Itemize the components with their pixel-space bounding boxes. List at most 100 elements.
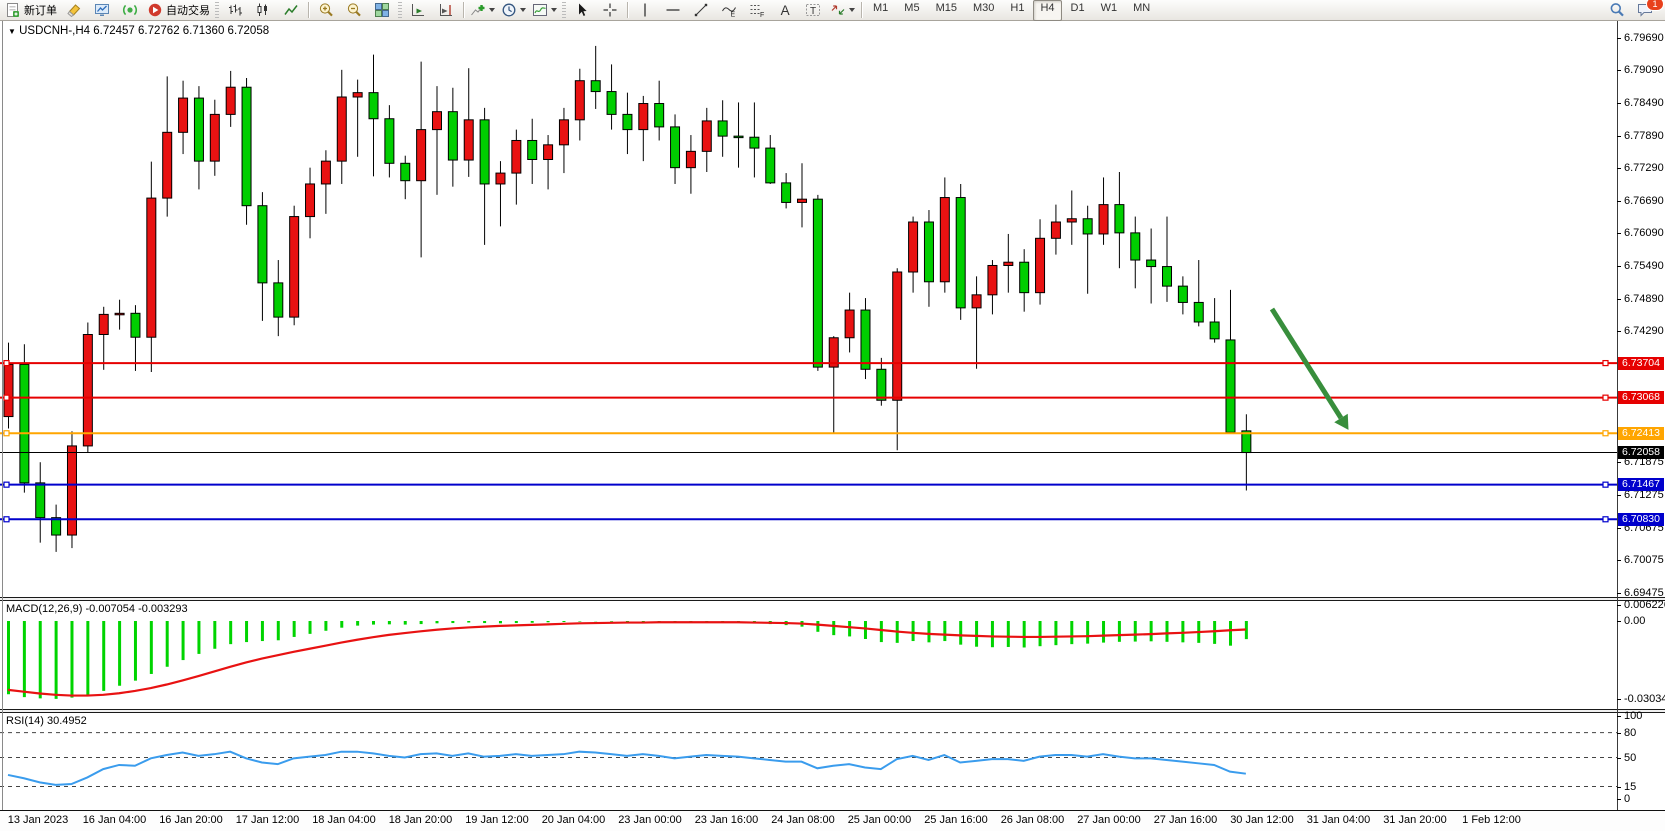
zoom-in-button[interactable]	[312, 0, 340, 21]
line-handle[interactable]	[3, 359, 10, 367]
price-axis-tick	[1617, 266, 1621, 268]
line-chart-mode-button[interactable]	[277, 0, 305, 21]
text-tool-button[interactable]: A	[771, 0, 799, 21]
toolbar-grip[interactable]	[215, 2, 219, 18]
line-handle[interactable]	[1602, 359, 1609, 367]
macd-axis-label: -0.030347	[1624, 693, 1665, 706]
auto-trading-button[interactable]: 自动交易	[144, 0, 213, 21]
candle-body	[225, 86, 236, 115]
tile-windows-button[interactable]	[368, 0, 396, 21]
price-axis-tick	[1617, 168, 1621, 170]
timeframe-button-m5[interactable]: M5	[904, 1, 920, 14]
chevron-down-icon[interactable]	[520, 8, 526, 12]
candle-body	[495, 172, 506, 185]
candle-body	[511, 139, 522, 174]
line-handle[interactable]	[3, 516, 10, 523]
candle-body	[1193, 301, 1204, 323]
timeframe-button-m30[interactable]: M30	[972, 1, 995, 14]
indicators-button[interactable]	[467, 0, 498, 21]
time-axis-label: 31 Jan 20:00	[1383, 814, 1447, 826]
candle-body	[241, 86, 252, 207]
rsi-axis-tick	[1617, 799, 1621, 800]
candle-body	[82, 334, 93, 447]
svg-text:A: A	[781, 3, 790, 18]
price-axis-tick	[1617, 37, 1621, 39]
candle-body	[1162, 266, 1173, 287]
line-handle[interactable]	[1602, 394, 1609, 401]
candle-body	[685, 150, 696, 169]
pane-splitter-macd[interactable]	[0, 597, 1665, 601]
notifications-button[interactable]: 1	[1631, 0, 1664, 21]
auto-scroll-button[interactable]	[404, 0, 432, 21]
timeframe-button-h1[interactable]: H1	[1010, 1, 1025, 14]
fibonacci-tool-button[interactable]: F	[743, 0, 771, 21]
toolbar-grip[interactable]	[562, 2, 566, 18]
macd-pane[interactable]	[0, 601, 1617, 709]
bar-chart-mode-button[interactable]	[221, 0, 249, 21]
toolbar-grip[interactable]	[398, 2, 402, 18]
candle-body	[1003, 261, 1014, 266]
candle-body	[670, 126, 681, 169]
timeframe-button-m15[interactable]: M15	[935, 1, 957, 14]
trend-arrow-annotation[interactable]	[1269, 307, 1344, 420]
trend-arrow-head-icon[interactable]	[1334, 413, 1349, 430]
candle-body	[1225, 339, 1236, 433]
expert-terminal-button[interactable]	[88, 0, 116, 21]
line-handle[interactable]	[1602, 430, 1609, 437]
timeframe-button-h4[interactable]: H4	[1033, 0, 1062, 21]
line-handle[interactable]	[3, 430, 10, 437]
main-price-pane[interactable]	[0, 22, 1617, 597]
timeframe-button-d1[interactable]: D1	[1070, 1, 1085, 14]
time-axis-label: 27 Jan 00:00	[1077, 814, 1141, 826]
arrows-icon	[831, 5, 845, 15]
time-axis[interactable]: 13 Jan 2023 16 Jan 04:00 16 Jan 20:00 17 Ja…	[0, 810, 1665, 831]
label-tool-button[interactable]: T	[799, 0, 827, 21]
rsi-pane[interactable]	[0, 713, 1617, 809]
zoom-out-button[interactable]	[340, 0, 368, 21]
chart-window[interactable]: ▼ USDCNH-,H4 6.72457 6.72762 6.71360 6.7…	[0, 21, 1665, 831]
price-axis-label: 6.71875	[1624, 456, 1664, 469]
timeframe-button-w1[interactable]: W1	[1100, 1, 1118, 14]
arrows-tool-button[interactable]	[827, 0, 858, 21]
candle-body	[987, 264, 998, 296]
chevron-down-icon[interactable]	[551, 8, 557, 12]
chevron-down-icon[interactable]	[849, 8, 855, 12]
trendline-tool-button[interactable]	[687, 0, 715, 21]
signals-button[interactable]	[116, 0, 144, 21]
horizontal-line-tool-button[interactable]	[659, 0, 687, 21]
new-order-button[interactable]: 新订单	[2, 0, 60, 21]
cursor-tool-button[interactable]	[568, 0, 596, 21]
candle-body	[939, 197, 950, 283]
chevron-down-icon[interactable]	[489, 8, 495, 12]
quick-panel-toggle-icon[interactable]: ▼	[8, 27, 16, 36]
candle-body	[860, 309, 871, 370]
price-axis-tick	[1617, 527, 1621, 529]
eraser-button[interactable]	[60, 0, 88, 21]
crosshair-tool-button[interactable]	[596, 0, 624, 21]
macd-signal-line	[7, 621, 1246, 697]
templates-button[interactable]	[529, 0, 560, 21]
line-handle[interactable]	[3, 394, 10, 401]
new-order-button-label: 新订单	[24, 5, 57, 17]
search-button[interactable]	[1603, 0, 1631, 21]
candle-body	[955, 197, 966, 309]
line-handle[interactable]	[1602, 516, 1609, 523]
rsi-axis-tick	[1617, 732, 1621, 734]
equidistant-channel-tool-button[interactable]: E	[715, 0, 743, 21]
timeframe-button-mn[interactable]: MN	[1133, 1, 1151, 14]
periods-button[interactable]	[498, 0, 529, 21]
candle-body	[1082, 218, 1093, 235]
line-handle[interactable]	[1602, 481, 1609, 488]
time-axis-label: 18 Jan 04:00	[312, 814, 376, 826]
timeframe-button-m1[interactable]: M1	[873, 1, 889, 14]
line-handle[interactable]	[3, 481, 10, 488]
candle-body	[971, 294, 982, 309]
new-order-icon	[7, 3, 19, 17]
candlestick-mode-button[interactable]	[249, 0, 277, 21]
chart-shift-button[interactable]	[432, 0, 460, 21]
pane-splitter-rsi[interactable]	[0, 709, 1665, 713]
eraser-icon	[67, 4, 81, 18]
vertical-line-tool-button[interactable]	[631, 0, 659, 21]
candle-body	[209, 113, 220, 162]
